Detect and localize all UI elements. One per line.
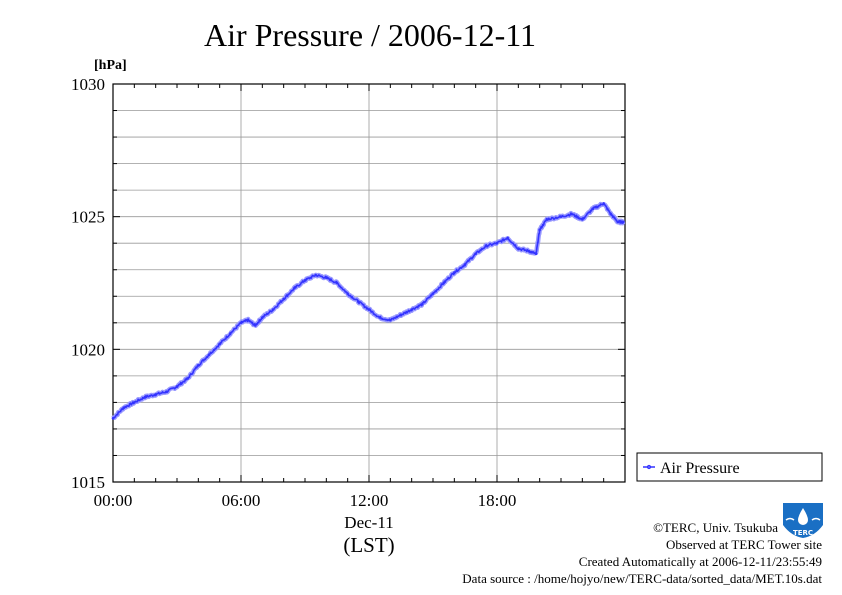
plot-frame <box>112 83 626 483</box>
logo-waves-icon <box>785 517 821 521</box>
data-point <box>229 332 232 335</box>
data-point <box>143 395 147 399</box>
data-point <box>421 302 424 306</box>
x-tick-labels: 00:00 06:00 12:00 18:00 <box>94 491 517 510</box>
legend-box <box>636 452 823 482</box>
data-point <box>591 207 595 211</box>
data-point <box>165 390 168 394</box>
series-layer <box>111 201 626 420</box>
legend: Air Pressure <box>636 452 823 482</box>
data-point <box>545 218 549 221</box>
footer-created: Created Automatically at 2006-12-11/23:5… <box>579 554 822 569</box>
data-point <box>559 215 563 218</box>
data-point <box>621 220 625 224</box>
data-point <box>609 212 613 216</box>
footer-copyright: ©TERC, Univ. Tsukuba <box>653 520 778 535</box>
data-point <box>261 316 264 319</box>
data-point <box>431 292 435 295</box>
data-point <box>293 287 296 290</box>
footer-source: Data source : /home/hojyo/new/TERC-data/… <box>462 571 822 586</box>
series-halo <box>111 201 626 420</box>
data-point <box>410 308 413 311</box>
data-point <box>111 417 115 420</box>
logo-text: TERC <box>793 529 813 537</box>
data-point <box>175 385 179 388</box>
y-tick-labels: 1015 1020 1025 1030 <box>71 75 105 492</box>
data-point <box>453 271 456 274</box>
data-point <box>271 308 275 311</box>
data-point <box>442 281 445 285</box>
data-point <box>133 401 136 404</box>
data-point <box>534 252 538 256</box>
data-point <box>570 212 573 216</box>
legend-swatch-marker <box>646 464 652 470</box>
logo-drop-icon <box>798 508 808 525</box>
y-tick-label: 1015 <box>71 473 105 492</box>
data-point <box>357 300 360 303</box>
data-point <box>616 220 620 224</box>
data-point <box>186 377 189 380</box>
legend-label: Air Pressure <box>660 460 740 477</box>
data-point <box>325 276 328 279</box>
data-point <box>282 297 285 301</box>
data-point <box>538 228 541 232</box>
data-point <box>314 273 317 277</box>
footer-observed: Observed at TERC Tower site <box>666 537 822 552</box>
data-point <box>253 324 257 327</box>
data-point <box>239 321 243 325</box>
data-point <box>378 316 381 319</box>
data-point <box>154 393 157 396</box>
data-point <box>474 252 477 256</box>
x-tick-label: 18:00 <box>478 491 517 510</box>
data-point <box>527 249 531 253</box>
data-point <box>346 292 349 295</box>
data-point <box>303 279 307 282</box>
x-tick-label: 00:00 <box>94 491 133 510</box>
data-point <box>218 342 221 346</box>
grid <box>113 84 625 482</box>
data-point <box>506 236 509 240</box>
data-point <box>335 281 339 285</box>
y-axis-unit: [hPa] <box>94 58 127 73</box>
data-point <box>463 263 467 266</box>
x-tick-label: 12:00 <box>350 491 389 510</box>
data-point <box>485 244 488 248</box>
y-tick-label: 1030 <box>71 75 105 94</box>
y-tick-label: 1025 <box>71 208 105 227</box>
x-date-label: Dec-11 <box>344 513 393 532</box>
data-point <box>389 318 392 322</box>
chart-title: Air Pressure / 2006-12-11 <box>204 17 536 53</box>
y-tick-label: 1020 <box>71 340 105 359</box>
data-point <box>581 218 584 221</box>
data-point <box>367 308 371 311</box>
data-point <box>246 318 250 322</box>
data-point <box>495 241 499 245</box>
series-line <box>112 203 624 419</box>
x-tick-label: 06:00 <box>222 491 261 510</box>
data-point <box>207 353 211 356</box>
data-point <box>602 202 605 205</box>
data-point <box>517 247 520 250</box>
data-point <box>197 363 200 367</box>
data-point <box>122 406 125 410</box>
data-point <box>399 313 403 317</box>
terc-logo: TERC <box>783 503 823 538</box>
x-axis-label: (LST) <box>343 533 394 557</box>
